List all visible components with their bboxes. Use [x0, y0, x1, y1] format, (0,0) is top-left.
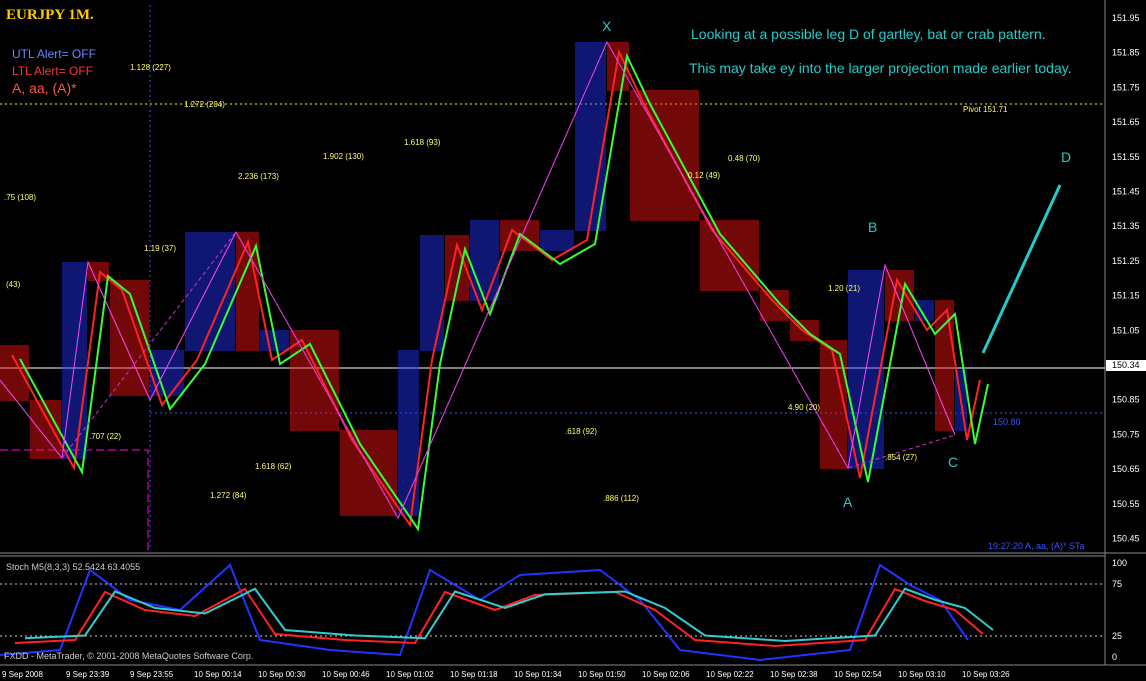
stoch-label: Stoch M5(8,3,3) 52.5424 63.4055 — [6, 562, 140, 572]
fib-label: 0.12 (49) — [688, 171, 720, 180]
fib-label: 1.902 (130) — [323, 152, 364, 161]
candle-body — [0, 345, 29, 401]
price-label: 151.25 — [1112, 256, 1140, 266]
time-label: 9 Sep 23:39 — [66, 670, 110, 679]
time-label: 10 Sep 02:06 — [642, 670, 690, 679]
price-label: 151.55 — [1112, 152, 1140, 162]
fib-label: .707 (22) — [89, 432, 121, 441]
price-label: 150.55 — [1112, 499, 1140, 509]
price-highlight — [1106, 360, 1146, 371]
point-label: X — [602, 18, 612, 34]
box — [0, 449, 149, 550]
fib-label: 1.19 (37) — [144, 244, 176, 253]
candle-body — [470, 220, 499, 301]
price-label: 151.35 — [1112, 221, 1140, 231]
fib-label: 1.272 (204) — [184, 100, 225, 109]
fib-label: .886 (112) — [603, 494, 639, 503]
price-line — [61, 40, 956, 520]
time-label: 10 Sep 02:54 — [834, 670, 882, 679]
time-label: 10 Sep 01:34 — [514, 670, 562, 679]
fib-label: 2.236 (173) — [238, 172, 279, 181]
time-label: 10 Sep 01:18 — [450, 670, 498, 679]
candle-body — [30, 400, 61, 459]
symbol-title: EURJPY 1M. — [6, 7, 94, 23]
fib-label: 1.272 (84) — [210, 491, 247, 500]
fib-label: .75 (108) — [4, 193, 36, 202]
point-label: B — [868, 219, 877, 235]
annotation: Looking at a possible leg D of gartley, … — [691, 26, 1046, 42]
fib-label: 0.48 (70) — [728, 154, 760, 163]
fib-label: 1.618 (93) — [404, 138, 441, 147]
ltl-alert: LTL Alert= OFF — [12, 64, 93, 78]
footer: FXDD - MetaTrader, © 2001-2008 MetaQuote… — [4, 651, 253, 661]
stoch-axis-label: 75 — [1112, 579, 1122, 589]
fib-label: .854 (27) — [885, 453, 917, 462]
time-label: 10 Sep 00:30 — [258, 670, 306, 679]
pivot-label: Pivot 151.71 — [963, 105, 1008, 114]
fib-label: 4.90 (20) — [788, 403, 820, 412]
price-line — [11, 48, 981, 528]
level-label: 150.80 — [993, 417, 1021, 427]
candle-body — [340, 430, 397, 516]
time-label: 10 Sep 02:22 — [706, 670, 754, 679]
point-label: D — [1061, 149, 1071, 165]
fib-label: 1.618 (62) — [255, 462, 292, 471]
indicator-tag: A, aa, (A)* — [12, 80, 77, 96]
candle-body — [760, 290, 789, 321]
candle-body — [915, 300, 934, 321]
candle-body — [290, 330, 339, 431]
price-label: 150.45 — [1112, 534, 1140, 544]
leg-d-arrow — [981, 184, 1062, 354]
time-label: 10 Sep 00:14 — [194, 670, 242, 679]
price-label: 151.75 — [1112, 82, 1140, 92]
candle-body — [700, 220, 759, 291]
candle-body — [630, 90, 699, 221]
stoch-axis-label: 25 — [1112, 631, 1122, 641]
price-label: 151.65 — [1112, 117, 1140, 127]
time-label: 10 Sep 02:38 — [770, 670, 818, 679]
price-label: 150.65 — [1112, 464, 1140, 474]
price-label: 150.85 — [1112, 395, 1140, 405]
utl-alert: UTL Alert= OFF — [12, 47, 96, 61]
annotation-wrap: This may take ey into the larger project… — [689, 60, 1072, 76]
fib-label: (43) — [6, 280, 21, 289]
price-label: 151.15 — [1112, 291, 1140, 301]
fib-label: 1.128 (227) — [130, 63, 171, 72]
candle-body — [575, 42, 606, 231]
candle-body — [236, 232, 259, 351]
candle-body — [540, 230, 574, 251]
time-label: 10 Sep 03:10 — [898, 670, 946, 679]
price-label: 151.95 — [1112, 13, 1140, 23]
candle-body — [110, 280, 149, 396]
candle-body — [420, 235, 444, 351]
fib-label: 1.20 (21) — [828, 284, 860, 293]
price-label: 151.85 — [1112, 48, 1140, 58]
price-label: 150.75 — [1112, 429, 1140, 439]
stoch-slow — [24, 587, 994, 643]
time-label: 10 Sep 03:26 — [962, 670, 1010, 679]
fib-label: .618 (92) — [565, 427, 597, 436]
annotation: This may take ey into the larger project… — [689, 60, 1072, 76]
time-label: 10 Sep 01:50 — [578, 670, 626, 679]
time-label: 10 Sep 00:46 — [322, 670, 370, 679]
stoch-axis-label: 100 — [1112, 558, 1127, 568]
time-label: 10 Sep 01:02 — [386, 670, 434, 679]
clock: 19:27:20 A, aa, (A)* STa — [988, 541, 1085, 551]
stoch-signal — [14, 587, 984, 648]
point-label: C — [948, 454, 958, 470]
stoch-axis-label: 0 — [1112, 652, 1117, 662]
price-label: 150.34 — [1112, 360, 1140, 370]
candle-body — [398, 350, 419, 516]
price-label: 151.05 — [1112, 325, 1140, 335]
time-label: 9 Sep 2008 — [2, 670, 43, 679]
point-label: A — [843, 494, 853, 510]
time-label: 9 Sep 23:55 — [130, 670, 174, 679]
price-label: 151.45 — [1112, 187, 1140, 197]
